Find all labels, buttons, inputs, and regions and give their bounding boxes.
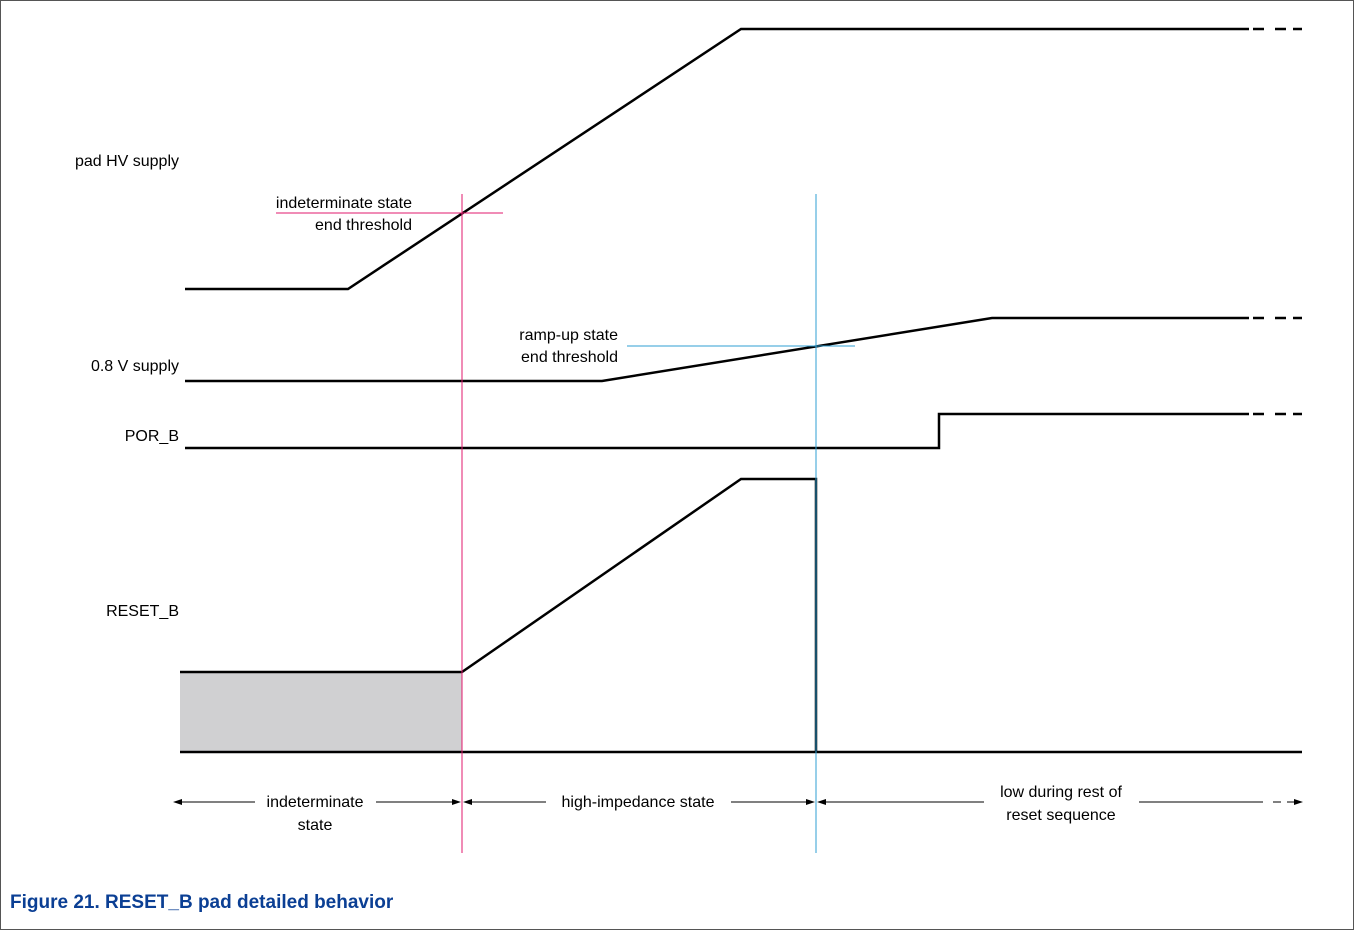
supply-0v8-waveform [185, 316, 1249, 383]
high-impedance-phase-arrowhead-left [463, 799, 472, 805]
high-impedance-phase-arrowhead-right [806, 799, 815, 805]
figure-caption: Figure 21. RESET_B pad detailed behavior [10, 892, 394, 913]
rampup-threshold-label-line2: end threshold [521, 349, 618, 366]
low-reset-phase-arrowhead-left [817, 799, 826, 805]
indeterminate-threshold-label-line1: indeterminate state [276, 195, 412, 212]
indeterminate-phase-arrowhead-right [452, 799, 461, 805]
reset-b-label: RESET_B [106, 603, 179, 620]
reset-b-indeterminate-region [180, 672, 462, 752]
supply-0v8-label: 0.8 V supply [91, 358, 179, 375]
high-impedance-phase-label: high-impedance state [562, 794, 715, 811]
low-reset-phase-label-line1: low during rest of [1000, 784, 1122, 801]
pad-hv-supply-label: pad HV supply [75, 153, 179, 170]
low-reset-phase-label-line2: reset sequence [1006, 807, 1116, 824]
indeterminate-phase-label-line1: indeterminate [267, 794, 364, 811]
indeterminate-threshold-label-line2: end threshold [315, 217, 412, 234]
pad-hv-supply-waveform [185, 27, 1249, 291]
rampup-threshold-label-line1: ramp-up state [519, 327, 618, 344]
por-b-label: POR_B [125, 428, 179, 445]
indeterminate-phase-arrowhead-left [173, 799, 182, 805]
low-reset-phase-arrowhead-right [1294, 799, 1303, 805]
indeterminate-phase-label-line2: state [298, 817, 333, 834]
por-b-waveform [185, 412, 1249, 450]
